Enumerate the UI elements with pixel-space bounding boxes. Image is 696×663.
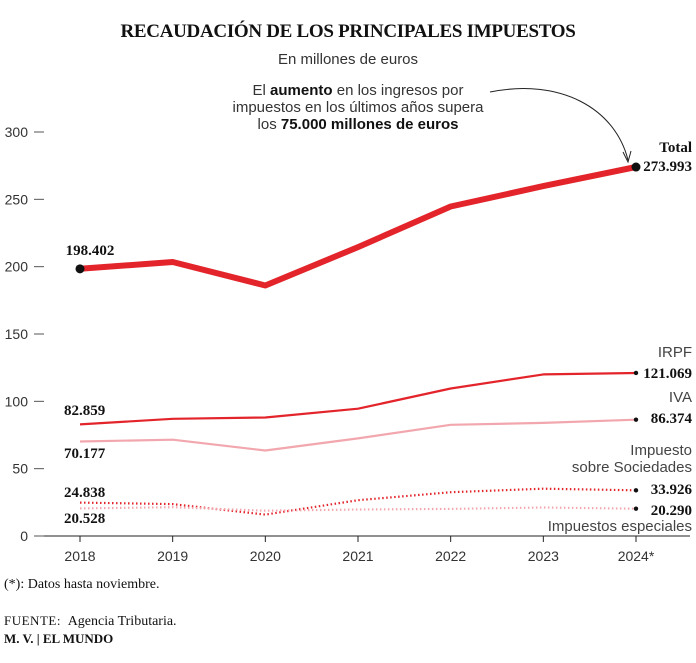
series-end-point [631, 162, 641, 172]
source-label: FUENTE: [4, 613, 61, 628]
x-tick-label: 2023 [528, 548, 559, 564]
series-labels: 198.402 273.993 82.859 121.069 70.177 86.374 2… [64, 140, 693, 535]
series-name-label: IVA [669, 389, 692, 406]
annotation-text: El [253, 82, 271, 99]
series-end-label: 273.993 [643, 159, 692, 175]
series-end-label: 121.069 [643, 366, 692, 382]
footnote: (*): Datos hasta noviembre. [4, 577, 160, 592]
series-end-point [633, 370, 639, 376]
series-line-impuesto-sobre-sociedades [79, 487, 637, 516]
series-name-label: IRPF [658, 344, 692, 361]
series-end-label: 86.374 [651, 411, 693, 427]
annotation-line-1: El aumento en los ingresos por [253, 82, 464, 99]
y-tick-label: 50 [12, 461, 28, 477]
series-end-point [633, 506, 639, 511]
annotation-highlight: 75.000 millones de euros [281, 116, 459, 133]
x-tick-label: 2021 [342, 548, 373, 564]
x-tick-label: 2020 [250, 548, 281, 564]
series-end-label: 20.290 [651, 503, 692, 519]
y-tick-label: 100 [5, 393, 29, 409]
series-name-label: Total [659, 140, 692, 156]
series-line-impuestos-especiales [79, 506, 637, 512]
y-tick-label: 250 [5, 191, 29, 207]
annotation-line-2: impuestos en los últimos años supera [233, 99, 485, 116]
series-end-point [633, 417, 639, 422]
series-start-label: 24.838 [64, 485, 105, 501]
y-tick-label: 200 [5, 259, 29, 275]
axes: 0 50 100 150 200 250 300 2018 2019 2020 2021 2022 20… [5, 124, 690, 564]
source: FUENTE: Agencia Tributaria. [4, 613, 177, 629]
chart-subtitle: En millones de euros [278, 51, 418, 68]
x-tick-label: 2024* [618, 548, 655, 564]
x-tick-label: 2022 [435, 548, 466, 564]
x-tick-label: 2019 [157, 548, 188, 564]
x-tick-label: 2018 [64, 548, 95, 564]
series-line-total [79, 164, 637, 289]
y-tick-label: 0 [20, 528, 28, 544]
series-start-label: 20.528 [64, 511, 105, 527]
y-tick-label: 300 [5, 124, 29, 140]
series-line-iva [79, 418, 637, 452]
chart-title: RECAUDACIÓN DE LOS PRINCIPALES IMPUESTOS [121, 20, 576, 42]
series-start-label: 82.859 [64, 403, 105, 419]
series-line-irpf [79, 371, 637, 426]
series-start-label: 198.402 [66, 243, 115, 259]
annotation-line-3: los 75.000 millones de euros [258, 116, 459, 133]
annotation-text: en los ingresos por [333, 82, 464, 99]
series-end-label: 33.926 [651, 482, 693, 498]
annotation-highlight: aumento [270, 82, 333, 99]
annotation-arrowhead-icon [622, 150, 632, 164]
series [75, 162, 641, 516]
source-text: Agencia Tributaria. [68, 614, 177, 629]
annotation: El aumento en los ingresos por impuestos… [233, 82, 632, 164]
series-name-label: Impuesto sobre Sociedades [572, 442, 692, 476]
series-start-label: 70.177 [64, 446, 106, 462]
y-tick-label: 150 [5, 326, 29, 342]
series-end-point [633, 488, 639, 493]
credit: M. V. | EL MUNDO [4, 631, 113, 646]
series-start-point [75, 264, 85, 274]
annotation-text: los [258, 116, 281, 133]
annotation-arrow [489, 88, 629, 161]
series-name-label: Impuestos especiales [548, 518, 692, 535]
